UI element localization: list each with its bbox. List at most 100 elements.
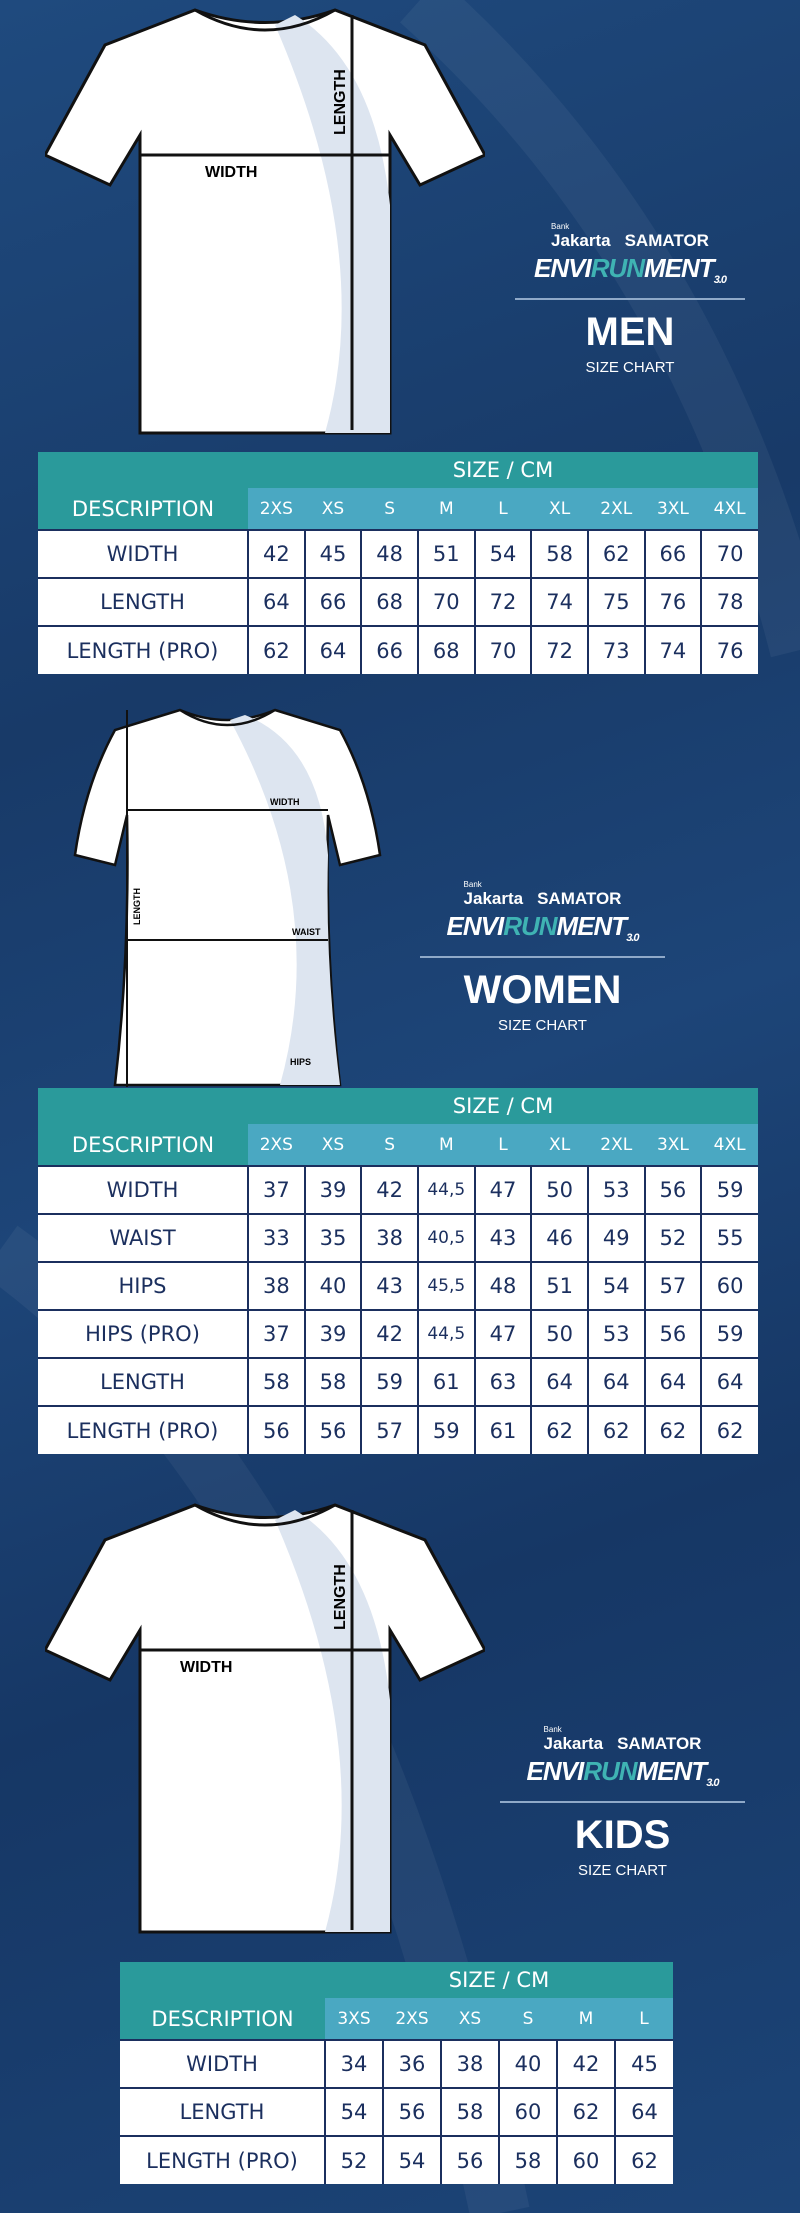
size-value-cell: 50 [530, 1165, 589, 1215]
section-subtitle: SIZE CHART [578, 1862, 667, 1880]
size-unit-header: SIZE / CM [248, 1088, 758, 1124]
size-value-cell: 62 [700, 1405, 758, 1454]
size-value-cell: 33 [247, 1213, 306, 1263]
size-value-cell: 62 [530, 1405, 589, 1454]
size-value-cell: 64 [530, 1357, 589, 1407]
size-value-cell: 44,5 [416, 1165, 476, 1215]
width-label: WIDTH [180, 1659, 232, 1676]
size-value-cell: 42 [360, 1165, 419, 1215]
size-value-cell: 66 [303, 577, 363, 627]
bank-small: Bank [463, 880, 482, 889]
size-column-header: L [474, 488, 532, 530]
size-value-cell: 36 [382, 2039, 442, 2089]
size-value-cell: 66 [360, 625, 419, 674]
size-value-cell: 59 [360, 1357, 419, 1407]
size-value-cell: 38 [247, 1261, 306, 1311]
size-value-cell: 40 [498, 2039, 558, 2089]
size-value-cell: 59 [416, 1405, 476, 1454]
size-value-cell: 70 [473, 625, 533, 674]
row-label: LENGTH [38, 577, 249, 627]
size-value-cell: 51 [530, 1261, 589, 1311]
size-value-cell: 42 [360, 1309, 419, 1359]
women-size-table: SIZE / CM DESCRIPTION 2XS XS S M L XL 2XL 3XL 4XL W… [38, 1088, 758, 1454]
size-value-cell: 56 [382, 2087, 442, 2137]
size-value-cell: 78 [700, 577, 758, 627]
length-label: LENGTH [132, 888, 142, 925]
size-value-cell: 64 [700, 1357, 758, 1407]
size-header-row: DESCRIPTION 2XS XS S M L XL 2XL 3XL 4XL [38, 488, 758, 530]
length-label: LENGTH [332, 1564, 349, 1630]
size-value-cell: 48 [360, 529, 419, 579]
width-label: WIDTH [270, 797, 300, 807]
section-title: MEN [585, 310, 675, 355]
size-value-cell: 70 [416, 577, 476, 627]
size-column-header: L [474, 1124, 532, 1166]
divider [420, 956, 665, 959]
size-value-cell: 42 [247, 529, 306, 579]
bank-logo: Jakarta [551, 231, 611, 250]
size-value-cell: 62 [614, 2135, 673, 2184]
size-column-header: XS [441, 1998, 499, 2040]
size-value-cell: 62 [247, 625, 306, 674]
size-value-cell: 63 [473, 1357, 533, 1407]
header-spacer [38, 1088, 248, 1124]
size-value-cell: 64 [247, 577, 306, 627]
size-value-cell: 56 [643, 1309, 703, 1359]
size-value-cell: 73 [586, 625, 646, 674]
size-value-cell: 60 [498, 2087, 558, 2137]
size-value-cell: 43 [360, 1261, 419, 1311]
sponsor-logo: SAMATOR [617, 1734, 702, 1753]
event-logo-part: ENVI [526, 1756, 585, 1786]
size-value-cell: 64 [586, 1357, 646, 1407]
size-value-cell: 44,5 [416, 1309, 476, 1359]
size-value-cell: 52 [324, 2135, 384, 2184]
length-label: LENGTH [332, 69, 349, 135]
table-body: WIDTH 34 36 38 40 42 45 LENGTH 54 56 58 60 62 64 LENGT… [120, 2039, 673, 2184]
event-version: 3.0 [713, 274, 727, 287]
bank-small: Bank [551, 222, 570, 231]
sponsor-logos: Bank Jakarta SAMATOR [420, 880, 665, 909]
size-unit-header: SIZE / CM [248, 452, 758, 488]
table-row: WAIST 33 35 38 40,5 43 46 49 52 55 [38, 1213, 758, 1263]
size-column-header: 4XL [701, 1124, 758, 1166]
size-value-cell: 56 [440, 2135, 500, 2184]
size-column-header: 4XL [701, 488, 758, 530]
size-value-cell: 45 [614, 2039, 673, 2089]
size-value-cell: 68 [360, 577, 419, 627]
size-value-cell: 76 [700, 625, 758, 674]
size-value-cell: 60 [700, 1261, 758, 1311]
sponsor-logos: Bank Jakarta SAMATOR [515, 222, 745, 251]
size-value-cell: 46 [530, 1213, 589, 1263]
size-column-header: 2XS [383, 1998, 441, 2040]
size-value-cell: 74 [530, 577, 589, 627]
event-logo-part: RUN [503, 911, 557, 941]
size-value-cell: 42 [556, 2039, 616, 2089]
table-row: LENGTH (PRO) 56 56 57 59 61 62 62 62 62 [38, 1405, 758, 1454]
size-value-cell: 59 [700, 1309, 758, 1359]
size-value-cell: 75 [586, 577, 646, 627]
size-column-header: 2XS [248, 488, 305, 530]
women-tshirt-diagram: WIDTH WAIST HIPS LENGTH [73, 708, 382, 1087]
size-value-cell: 56 [247, 1405, 306, 1454]
table-row: WIDTH 37 39 42 44,5 47 50 53 56 59 [38, 1165, 758, 1215]
size-value-cell: 45,5 [416, 1261, 476, 1311]
size-value-cell: 59 [700, 1165, 758, 1215]
size-value-cell: 74 [643, 625, 703, 674]
event-logo-part: MENT [556, 911, 628, 941]
event-logo-part: RUN [583, 1756, 637, 1786]
kids-tshirt-diagram: WIDTH LENGTH [45, 1503, 485, 1934]
table-row: LENGTH 54 56 58 60 62 64 [120, 2087, 673, 2137]
section-title: WOMEN [463, 968, 622, 1013]
row-label: HIPS [38, 1261, 249, 1311]
header-spacer [120, 1962, 325, 1998]
size-value-cell: 45 [303, 529, 363, 579]
size-column-header: 3XL [644, 488, 702, 530]
header-spacer [38, 452, 248, 488]
kids-brand-block: Bank Jakarta SAMATOR ENVIRUNMENT3.0 KIDS S… [500, 1725, 745, 1879]
size-value-cell: 57 [360, 1405, 419, 1454]
table-row: HIPS (PRO) 37 39 42 44,5 47 50 53 56 59 [38, 1309, 758, 1359]
event-logo-part: ENVI [446, 911, 505, 941]
size-column-header: 3XS [325, 1998, 383, 2040]
event-logo-part: RUN [590, 253, 645, 283]
size-column-header: XS [304, 1124, 362, 1166]
